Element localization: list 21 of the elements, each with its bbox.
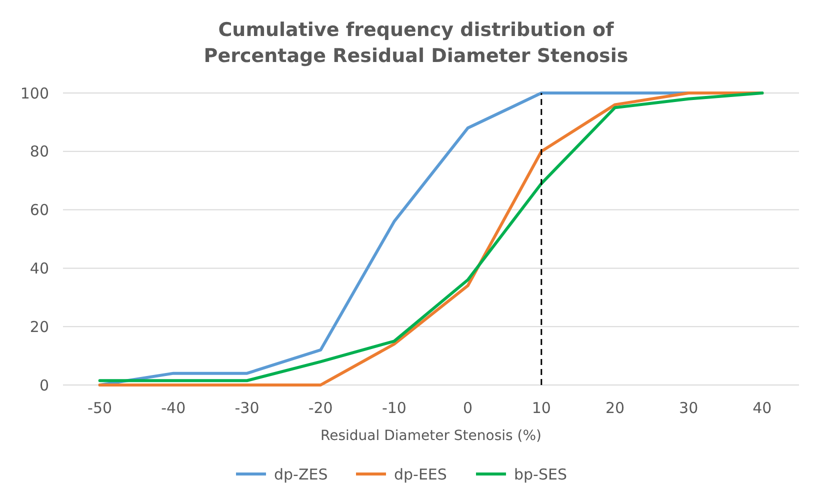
chart-title: Cumulative frequency distribution of Percentage Residual Diameter Stenosis xyxy=(204,19,628,67)
x-tick-label: -50 xyxy=(88,399,112,417)
x-axis-title: Residual Diameter Stenosis (%) xyxy=(320,428,542,444)
y-tick-label: 60 xyxy=(30,201,49,220)
y-tick-label: 80 xyxy=(30,142,49,161)
y-tick-label: 20 xyxy=(30,318,49,336)
legend-label: bp-SES xyxy=(514,465,567,484)
x-tick-label: -20 xyxy=(308,399,333,417)
x-tick-label: -30 xyxy=(234,399,260,417)
x-tick-label: 20 xyxy=(605,399,625,417)
legend-label: dp-EES xyxy=(394,465,447,484)
x-tick-label: -10 xyxy=(382,399,406,417)
legend-label: dp-ZES xyxy=(274,465,328,484)
x-tick-label: 10 xyxy=(532,399,551,417)
y-tick-label: 100 xyxy=(20,84,49,102)
x-tick-label: 40 xyxy=(752,399,772,417)
x-tick-label: 0 xyxy=(463,399,473,417)
y-tick-label: 40 xyxy=(30,259,49,278)
x-tick-label: 30 xyxy=(679,399,698,417)
y-tick-label: 0 xyxy=(39,376,49,394)
x-tick-label: -40 xyxy=(161,399,186,417)
